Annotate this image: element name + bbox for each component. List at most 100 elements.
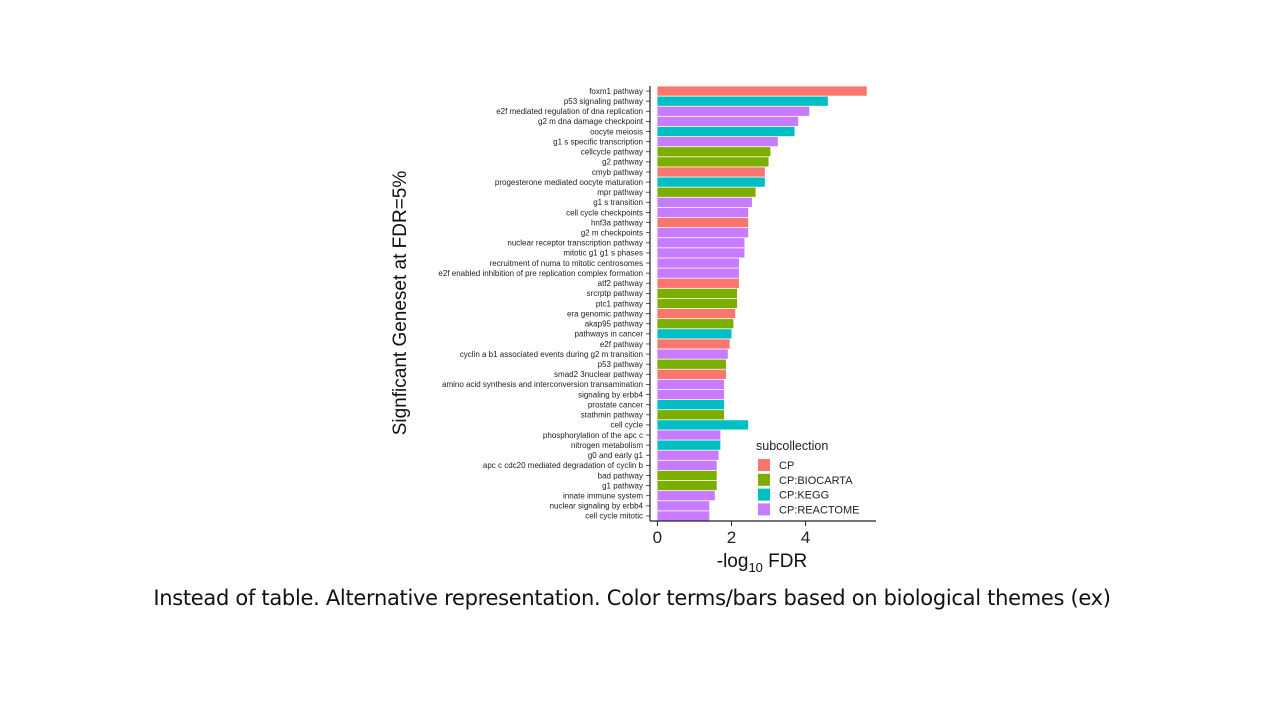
x-axis-title-suffix: FDR <box>763 551 807 572</box>
category-label: g1 s transition <box>593 198 643 207</box>
x-tick-label: 4 <box>801 528 810 547</box>
x-tick-label: 0 <box>653 528 662 547</box>
bar <box>657 288 738 299</box>
bar <box>657 319 734 329</box>
bar <box>657 430 721 440</box>
slide-caption: Instead of table. Alternative representa… <box>153 586 1111 610</box>
bar <box>657 298 738 309</box>
category-label: e2f pathway <box>600 340 643 349</box>
bar <box>657 359 726 369</box>
category-label: srcrptp pathway <box>587 289 643 298</box>
category-label: cell cycle checkpoints <box>566 208 643 217</box>
bar <box>657 177 765 187</box>
bar <box>657 450 719 460</box>
category-label: innate immune system <box>563 492 643 501</box>
legend-label: CP:REACTOME <box>779 504 859 516</box>
bar <box>657 369 726 379</box>
category-label: p53 signaling pathway <box>564 97 643 106</box>
category-label: atf2 pathway <box>598 279 643 288</box>
bar <box>657 197 752 207</box>
bar <box>657 228 749 238</box>
category-label: signaling by erbb4 <box>578 390 643 399</box>
category-label: e2f enabled inhibition of pre replicatio… <box>438 269 643 278</box>
category-label: bad pathway <box>598 471 643 480</box>
category-label: nuclear signaling by erbb4 <box>550 502 644 511</box>
category-label: g0 and early g1 <box>588 451 644 460</box>
category-label: nuclear receptor transcription pathway <box>507 239 643 248</box>
bar <box>657 480 717 491</box>
bar <box>657 278 739 288</box>
legend-label: CP <box>779 460 794 472</box>
legend-swatch <box>758 473 770 486</box>
bar <box>657 460 717 471</box>
legend-swatch <box>758 503 770 516</box>
category-label: cell cycle <box>611 421 644 430</box>
bar <box>657 126 795 137</box>
bar <box>657 349 728 359</box>
category-label: g2 m dna damage checkpoint <box>538 117 644 126</box>
legend-title: subcollection <box>756 439 828 453</box>
bar <box>657 116 799 127</box>
bar <box>657 217 749 228</box>
bar <box>657 470 717 481</box>
x-tick-label: 2 <box>727 528 736 547</box>
category-label: progesterone mediated oocyte maturation <box>495 178 643 187</box>
category-label: foxm1 pathway <box>589 87 643 96</box>
category-label: prostate cancer <box>588 400 643 409</box>
bar <box>657 268 739 278</box>
category-label: oocyte meiosis <box>590 127 643 136</box>
bar <box>657 389 725 400</box>
legend-label: CP:BIOCARTA <box>779 475 853 487</box>
category-label: phosphorylation of the apc c <box>543 431 643 440</box>
bar <box>657 106 810 116</box>
category-label: stathmin pathway <box>581 411 643 420</box>
bar <box>657 187 756 197</box>
bar <box>657 420 749 430</box>
bar <box>657 308 736 319</box>
bar <box>657 258 739 268</box>
bar <box>657 147 771 157</box>
category-label: hnf3a pathway <box>591 218 643 227</box>
bar <box>657 491 715 501</box>
x-axis-title-subscript: 10 <box>748 560 762 575</box>
x-ticks: 0 2 4 <box>653 521 810 547</box>
x-axis-title-prefix: -log <box>717 551 749 572</box>
bar <box>657 440 721 450</box>
bar <box>657 339 730 349</box>
category-label: ptc1 pathway <box>596 299 643 308</box>
y-axis-title: Signficant Geneset at FDR=5% <box>390 171 411 436</box>
category-label: nitrogen metabolism <box>571 441 643 450</box>
bar <box>657 207 749 218</box>
category-label: smad2 3nuclear pathway <box>554 370 643 379</box>
category-label: g2 pathway <box>602 158 643 167</box>
category-label: g1 pathway <box>602 481 643 490</box>
category-label: apc c cdc20 mediated degradation of cycl… <box>483 461 644 470</box>
bar <box>657 248 745 258</box>
category-label: era genomic pathway <box>567 309 643 318</box>
bar <box>657 379 725 390</box>
category-label: recruitment of numa to mitotic centrosom… <box>490 259 643 268</box>
legend-swatch <box>758 459 770 471</box>
category-label: e2f mediated regulation of dna replicati… <box>496 107 643 116</box>
category-label: cell cycle mitotic <box>585 512 643 521</box>
bar <box>657 157 769 167</box>
category-label: g2 m checkpoints <box>581 228 643 237</box>
legend: subcollection CP CP:BIOCARTA CP:KEGG CP:REA… <box>756 439 859 516</box>
bar <box>657 136 778 147</box>
bar <box>657 238 745 248</box>
bar <box>657 329 732 339</box>
category-label: mitotic g1 g1 s phases <box>563 249 643 258</box>
category-label: mpr pathway <box>597 188 643 197</box>
legend-label: CP:KEGG <box>779 490 829 502</box>
bar <box>657 86 867 96</box>
x-axis-title: -log10 FDR <box>717 551 807 575</box>
category-label: akap95 pathway <box>585 320 643 329</box>
bar <box>657 410 725 420</box>
bar <box>657 167 765 177</box>
category-label: pathways in cancer <box>575 330 644 339</box>
category-label: cellcycle pathway <box>581 148 643 157</box>
category-label: amino acid synthesis and interconversion… <box>442 380 643 389</box>
bar <box>657 501 710 511</box>
